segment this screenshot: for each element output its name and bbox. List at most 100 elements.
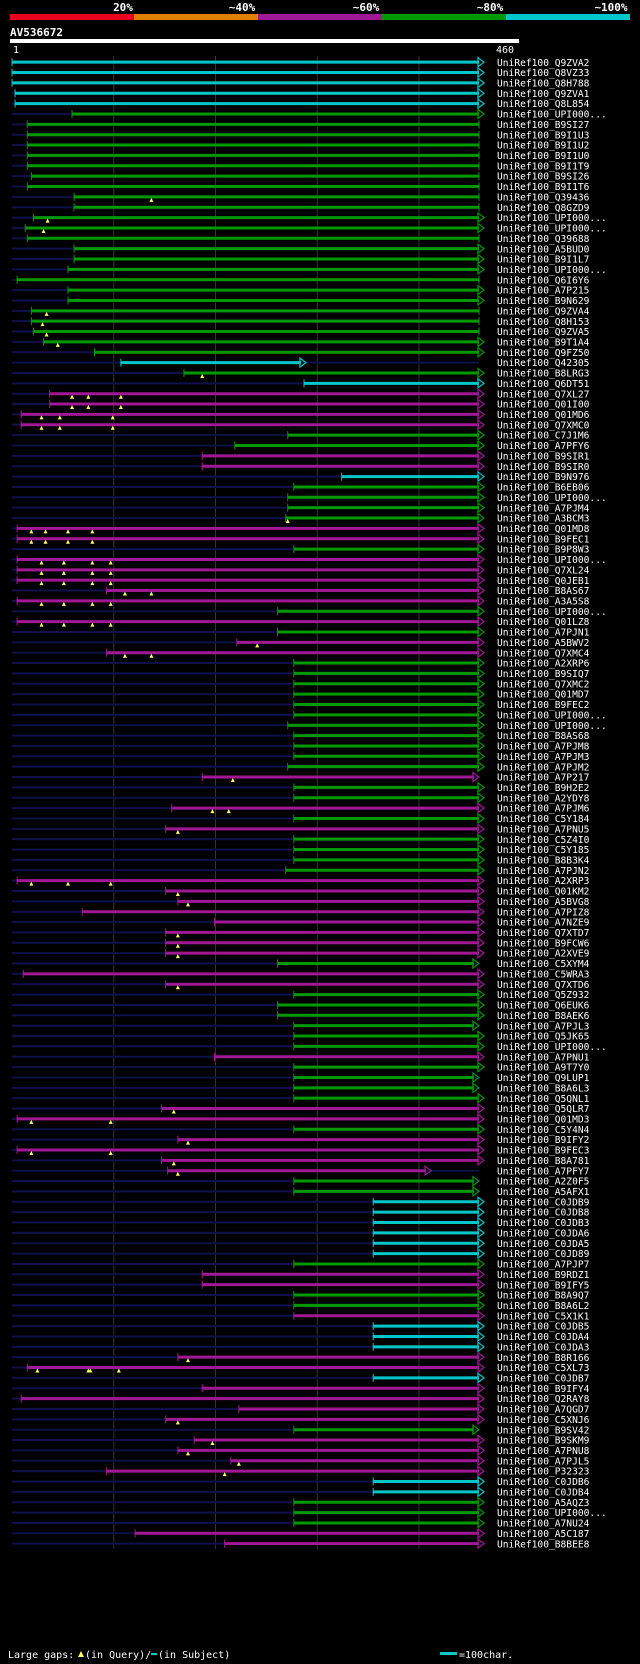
hit-row[interactable]: UniRef100_B9FEC1 <box>12 533 590 545</box>
hit-label[interactable]: UniRef100_B9I1U2 <box>497 141 589 152</box>
hit-row[interactable]: UniRef100_A7PJM4 <box>12 501 590 514</box>
hit-label[interactable]: UniRef100_A7PJL3 <box>497 1021 590 1032</box>
hit-row[interactable]: UniRef100_C0JDB4 <box>12 1486 590 1498</box>
hit-row[interactable]: UniRef100_B9H2E2 <box>12 781 589 794</box>
hit-row[interactable]: UniRef100_A7PNU5 <box>12 823 589 835</box>
hit-label[interactable]: UniRef100_A7PJN2 <box>497 866 589 877</box>
hit-label[interactable]: UniRef100_B9I1U3 <box>497 130 590 141</box>
hit-row[interactable]: UniRef100_Q9FZ50 <box>12 346 590 359</box>
hit-label[interactable]: UniRef100_B8A6L2 <box>497 1301 589 1312</box>
hit-row[interactable]: UniRef100_Q8L854 <box>12 97 590 110</box>
hit-row[interactable]: UniRef100_A2XRP6 <box>12 657 590 670</box>
hit-row[interactable]: UniRef100_A5BVG8 <box>12 895 590 908</box>
hit-row[interactable]: UniRef100_A7PJN1 <box>12 626 590 639</box>
hit-label[interactable]: UniRef100_A7PFY7 <box>497 1166 590 1177</box>
hit-label[interactable]: UniRef100_Q9ZVA1 <box>497 89 590 100</box>
hit-row[interactable]: UniRef100_B8A6L2 <box>12 1299 589 1312</box>
hit-label[interactable]: UniRef100_A7PJM8 <box>497 742 590 753</box>
hit-label[interactable]: UniRef100_Q5QLR7 <box>497 1104 590 1115</box>
hit-row[interactable]: UniRef100_Q2RAY8 <box>12 1392 590 1405</box>
hit-label[interactable]: UniRef100_A9T7Y0 <box>497 1063 590 1074</box>
hit-label[interactable]: UniRef100_Q01MD7 <box>497 690 590 701</box>
hit-row[interactable]: UniRef100_Q01MD6 <box>12 408 590 421</box>
hit-row[interactable]: UniRef100_Q01LZ8 <box>12 615 590 628</box>
hit-label[interactable]: UniRef100_C0JDB6 <box>497 1477 590 1488</box>
hit-label[interactable]: UniRef100_Q8VZ33 <box>497 68 590 79</box>
hit-label[interactable]: UniRef100_Q8H788 <box>497 79 590 90</box>
hit-row[interactable]: UniRef100_B8R166 <box>12 1351 590 1364</box>
hit-label[interactable]: UniRef100_A7PJL5 <box>497 1456 589 1467</box>
hit-row[interactable]: UniRef100_B8AS67 <box>12 584 590 597</box>
hit-label[interactable]: UniRef100_A7PJM3 <box>497 752 590 763</box>
hit-label[interactable]: UniRef100_B9IFY2 <box>497 1135 589 1146</box>
hit-label[interactable]: UniRef100_UPI000... <box>497 110 607 121</box>
hit-row[interactable]: UniRef100_A2XRP3 <box>12 874 590 887</box>
hit-label[interactable]: UniRef100_B9IFY4 <box>497 1384 590 1395</box>
hit-label[interactable]: UniRef100_Q6I6Y6 <box>497 275 590 286</box>
hit-label[interactable]: UniRef100_Q9FZ50 <box>497 348 590 359</box>
hit-row[interactable]: UniRef100_UPI000... <box>12 491 607 504</box>
hit-row[interactable]: UniRef100_UPI000... <box>12 605 607 618</box>
hit-row[interactable]: UniRef100_C0JD89 <box>12 1247 590 1260</box>
hit-row[interactable]: UniRef100_B9SI26 <box>12 172 590 183</box>
hit-row[interactable]: UniRef100_B9I1T6 <box>12 182 590 193</box>
hit-row[interactable]: UniRef100_B8A781 <box>12 1154 590 1167</box>
hit-label[interactable]: UniRef100_B6EB06 <box>497 483 590 494</box>
hit-row[interactable]: UniRef100_Q7XL27 <box>12 388 590 400</box>
hit-row[interactable]: UniRef100_C0JDA5 <box>12 1237 589 1250</box>
hit-row[interactable]: UniRef100_A5AFX1 <box>12 1185 590 1198</box>
hit-label[interactable]: UniRef100_Q01KM2 <box>497 887 589 898</box>
hit-row[interactable]: UniRef100_C5XNJ6 <box>12 1413 590 1426</box>
hit-label[interactable]: UniRef100_B9H2E2 <box>497 783 589 794</box>
hit-row[interactable]: UniRef100_C7J1M6 <box>12 429 590 442</box>
hit-row[interactable]: UniRef100_B9SIR1 <box>12 450 590 462</box>
hit-row[interactable]: UniRef100_C5Z4I0 <box>12 833 590 846</box>
hit-row[interactable]: UniRef100_C5X1K1 <box>12 1310 590 1322</box>
hit-row[interactable]: UniRef100_Q01MD3 <box>12 1113 590 1126</box>
hit-row[interactable]: UniRef100_B9IFY2 <box>12 1133 589 1146</box>
hit-row[interactable]: UniRef100_A7PJN2 <box>12 864 589 877</box>
hit-row[interactable]: UniRef100_B9N976 <box>12 470 590 483</box>
hit-label[interactable]: UniRef100_Q01MD6 <box>497 410 590 421</box>
hit-row[interactable]: UniRef100_A7PJM3 <box>12 750 590 763</box>
hit-row[interactable]: UniRef100_B9SIQ7 <box>12 667 590 680</box>
hit-row[interactable]: UniRef100_B9FCW6 <box>12 937 590 949</box>
hit-label[interactable]: UniRef100_Q9ZVA5 <box>497 327 589 338</box>
hit-row[interactable]: UniRef100_Q5JK65 <box>12 1030 589 1043</box>
hit-row[interactable]: UniRef100_A5BUD0 <box>12 242 590 255</box>
hit-label[interactable]: UniRef100_C7J1M6 <box>497 431 590 442</box>
hit-label[interactable]: UniRef100_B8A9Q7 <box>497 1291 590 1302</box>
hit-label[interactable]: UniRef100_Q6EUK6 <box>497 1001 590 1012</box>
hit-label[interactable]: UniRef100_Q0JEB1 <box>497 576 590 587</box>
hit-row[interactable]: UniRef100_A5AQZ3 <box>12 1496 590 1509</box>
hit-label[interactable]: UniRef100_C0JDB4 <box>497 1487 590 1498</box>
hit-row[interactable]: UniRef100_Q7XMC4 <box>12 647 590 659</box>
hit-row[interactable]: UniRef100_UPI000... <box>12 709 607 721</box>
hit-row[interactable]: UniRef100_Q9LUP1 <box>12 1071 590 1084</box>
hit-row[interactable]: UniRef100_B9FEC2 <box>12 698 589 711</box>
hit-label[interactable]: UniRef100_UPI000... <box>497 493 607 504</box>
hit-row[interactable]: UniRef100_Q9ZVA5 <box>12 327 589 338</box>
hit-label[interactable]: UniRef100_C0JDA5 <box>497 1239 589 1250</box>
hit-label[interactable]: UniRef100_Q8GZD9 <box>497 203 590 214</box>
hit-label[interactable]: UniRef100_C0JDA3 <box>497 1342 590 1353</box>
hit-label[interactable]: UniRef100_A7PJM4 <box>497 503 590 514</box>
hit-row[interactable]: UniRef100_C0JDB9 <box>12 1196 590 1208</box>
hit-row[interactable]: UniRef100_B8LRG3 <box>12 367 590 380</box>
hit-row[interactable]: UniRef100_C0JDB7 <box>12 1372 590 1385</box>
hit-row[interactable]: UniRef100_B8BEE8 <box>12 1537 590 1550</box>
hit-label[interactable]: UniRef100_C0JDB8 <box>497 1208 590 1219</box>
hit-row[interactable]: UniRef100_B9I1U0 <box>12 151 590 162</box>
hit-row[interactable]: UniRef100_Q5QNL1 <box>12 1092 590 1105</box>
hit-label[interactable]: UniRef100_A5C187 <box>497 1529 590 1540</box>
hit-row[interactable]: UniRef100_C0JDB8 <box>12 1206 590 1219</box>
hit-label[interactable]: UniRef100_Q9ZVA2 <box>497 58 589 69</box>
hit-row[interactable]: UniRef100_B9T1A4 <box>12 336 590 349</box>
hit-label[interactable]: UniRef100_C0JDB7 <box>497 1374 590 1385</box>
hit-row[interactable]: UniRef100_B8AEK6 <box>12 1009 590 1022</box>
hit-row[interactable]: UniRef100_C0JDB3 <box>12 1216 590 1229</box>
hit-label[interactable]: UniRef100_B9SIR0 <box>497 462 590 473</box>
hit-row[interactable]: UniRef100_UPI000... <box>12 553 607 566</box>
hit-label[interactable]: UniRef100_B8AS67 <box>497 586 590 597</box>
hit-label[interactable]: UniRef100_C0JDA4 <box>497 1332 590 1343</box>
